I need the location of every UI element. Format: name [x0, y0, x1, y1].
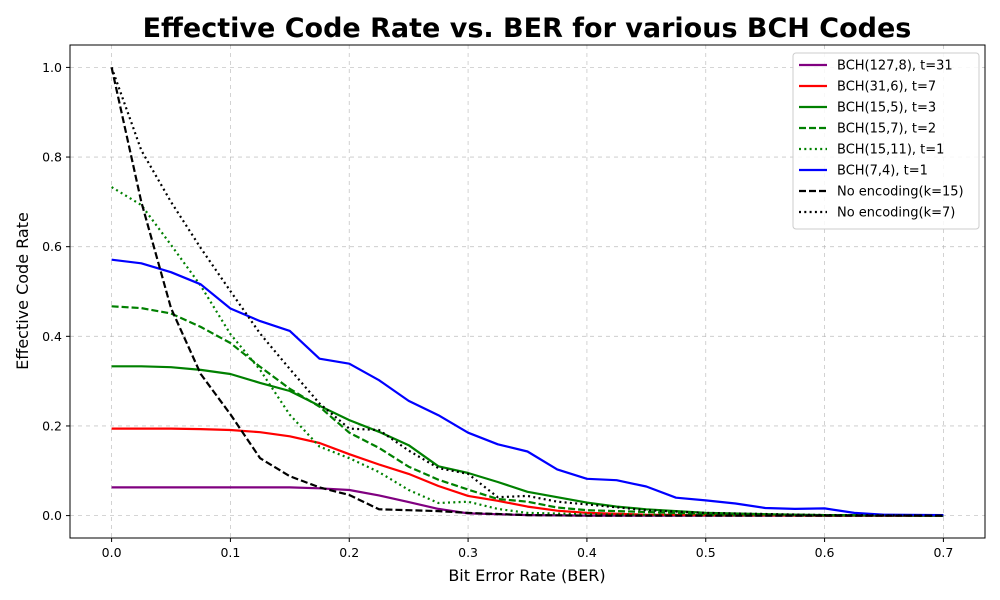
legend-label: BCH(15,5), t=3: [837, 101, 936, 116]
legend-label: BCH(127,8), t=31: [837, 59, 953, 74]
series-line-bch-15-7-t-2: [111, 305, 944, 517]
legend-label: BCH(31,6), t=7: [837, 80, 936, 95]
plot-frame: [69, 44, 986, 539]
legend: BCH(127,8), t=31 BCH(31,6), t=7 BCH(15,5),…: [792, 52, 980, 230]
x-tick-label: 0.2: [339, 545, 359, 560]
series-layer: [110, 67, 944, 517]
y-tick-label: 0.2: [42, 418, 62, 433]
chart-title: Effective Code Rate vs. BER for various …: [143, 13, 912, 44]
legend-label: No encoding(k=15): [837, 185, 964, 200]
legend-label: No encoding(k=7): [837, 206, 955, 221]
legend-label: BCH(7,4), t=1: [837, 164, 928, 179]
legend-label: BCH(15,11), t=1: [837, 143, 944, 158]
series-line-no-encoding-k-15: [110, 67, 944, 517]
axis-ticks: 0.0 0.1 0.2 0.3 0.4 0.5 0.6 0.7 0.0 0.2 0.4 0.6 0.8 1…: [42, 60, 953, 560]
x-tick-label: 0.1: [220, 545, 240, 560]
x-tick-label: 0.3: [458, 545, 478, 560]
x-tick-label: 0.6: [815, 545, 835, 560]
y-tick-label: 0.8: [42, 150, 62, 165]
legend-box: [792, 52, 980, 230]
y-axis-label: Effective Code Rate: [13, 212, 32, 370]
series-line-bch-31-6-t-7: [111, 427, 944, 517]
x-axis-label: Bit Error Rate (BER): [448, 566, 605, 585]
x-tick-label: 0.4: [577, 545, 597, 560]
y-tick-label: 0.6: [42, 239, 62, 254]
grid: [70, 45, 985, 538]
y-tick-label: 0.4: [42, 329, 62, 344]
x-tick-label: 0.5: [696, 545, 716, 560]
x-tick-label: 0.7: [933, 545, 953, 560]
x-tick-label: 0.0: [102, 545, 122, 560]
legend-label: BCH(15,7), t=2: [837, 122, 936, 137]
series-line-bch-7-4-t-1: [111, 258, 944, 517]
y-tick-label: 1.0: [42, 60, 62, 75]
y-tick-label: 0.0: [42, 508, 62, 523]
